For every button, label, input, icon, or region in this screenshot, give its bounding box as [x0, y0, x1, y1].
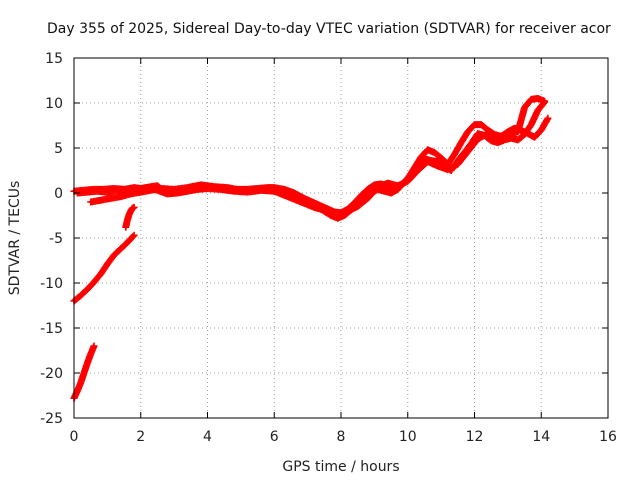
x-tick-label: 6 [270, 429, 279, 445]
series-6 [70, 342, 98, 402]
x-tick-label: 14 [532, 429, 550, 445]
x-tick-labels: 0 2 4 6 8 10 12 14 16 [70, 429, 617, 445]
y-tick-label: 15 [45, 51, 63, 67]
y-tick-label: 10 [45, 96, 63, 112]
x-tick-label: 12 [466, 429, 484, 445]
y-axis-label: SDTVAR / TECUs [7, 181, 23, 296]
x-tick-label: 0 [70, 429, 79, 445]
x-axis-label: GPS time / hours [282, 459, 399, 475]
data-point [541, 97, 549, 105]
data-points [70, 95, 552, 402]
x-tick-label: 2 [136, 429, 145, 445]
x-tick-label: 16 [599, 429, 617, 445]
axis-ticks [73, 57, 609, 419]
y-tick-labels: -25 -20 -15 -10 -5 0 5 10 15 [40, 51, 63, 427]
y-tick-label: -10 [40, 276, 63, 292]
data-point [130, 203, 138, 211]
y-tick-label: -20 [40, 366, 63, 382]
y-tick-label: 0 [54, 186, 63, 202]
chart-title: Day 355 of 2025, Sidereal Day-to-day VTE… [47, 21, 611, 37]
y-tick-label: -25 [40, 411, 63, 427]
grid [74, 58, 608, 418]
y-tick-label: -5 [49, 231, 63, 247]
data-point [90, 342, 98, 350]
y-tick-label: -15 [40, 321, 63, 337]
data-point [544, 114, 552, 122]
data-point [129, 232, 137, 240]
y-tick-label: 5 [54, 141, 63, 157]
data-point [130, 231, 138, 239]
series-3 [73, 95, 549, 218]
series-5 [70, 231, 138, 305]
x-tick-label: 10 [399, 429, 417, 445]
series-4 [122, 203, 138, 231]
x-tick-label: 4 [203, 429, 212, 445]
x-tick-label: 8 [337, 429, 346, 445]
